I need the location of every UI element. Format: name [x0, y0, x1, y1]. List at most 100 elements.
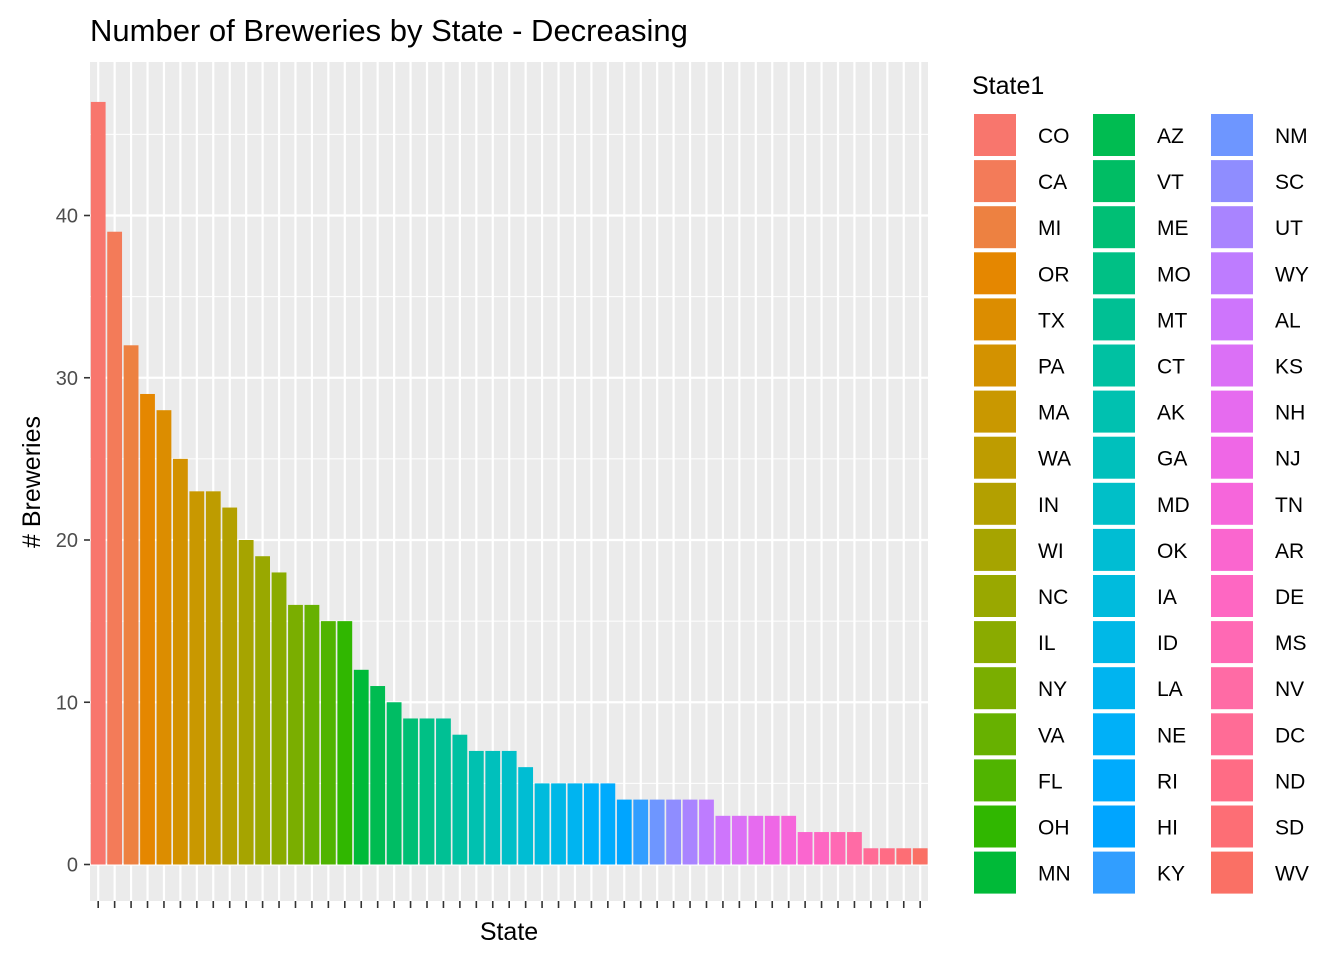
bar-co — [90, 101, 106, 865]
legend-key-ms — [1211, 621, 1253, 664]
bar-de — [814, 832, 829, 865]
legend-key-sd — [1211, 805, 1253, 848]
legend-key-la — [1093, 667, 1135, 710]
bar-ut — [682, 799, 698, 865]
legend-label-mo: MO — [1157, 263, 1191, 286]
legend-key-ks — [1211, 344, 1253, 387]
legend-key-nh — [1211, 390, 1253, 433]
bar-ne — [584, 783, 599, 865]
legend-label-va: VA — [1038, 724, 1064, 747]
legend-key-sc — [1211, 160, 1253, 203]
bar-or — [140, 393, 155, 865]
legend-key-pa — [974, 344, 1016, 387]
legend-label-wa: WA — [1038, 448, 1071, 471]
legend-key-wv — [1211, 851, 1253, 894]
legend-key-ky — [1093, 851, 1135, 894]
legend-key-ct — [1093, 344, 1135, 387]
bar-nj — [764, 815, 780, 865]
bar-il — [271, 572, 287, 865]
chart-title: Number of Breweries by State - Decreasin… — [90, 13, 688, 48]
legend-key-ak — [1093, 390, 1135, 433]
y-tick-label: 0 — [67, 855, 78, 877]
bar-az — [370, 686, 386, 865]
legend-key-mt — [1093, 298, 1135, 341]
y-axis-title: # Breweries — [18, 416, 46, 548]
bar-ct — [452, 734, 468, 865]
bar-sc — [666, 799, 681, 865]
legend-label-hi: HI — [1157, 817, 1178, 840]
bar-nh — [748, 815, 764, 865]
bar-id — [551, 783, 566, 865]
legend-label-nd: ND — [1275, 770, 1305, 793]
bar-ar — [797, 832, 813, 865]
legend-label-nm: NM — [1275, 125, 1308, 148]
x-axis-title: State — [480, 918, 538, 946]
legend-key-oh — [974, 805, 1016, 848]
legend-label-ga: GA — [1157, 448, 1187, 471]
legend-key-wi — [974, 528, 1016, 571]
legend-key-ny — [974, 667, 1016, 710]
legend-key-hi — [1093, 805, 1135, 848]
legend-key-vt — [1093, 160, 1135, 203]
legend-label-mi: MI — [1038, 217, 1061, 240]
legend-label-tx: TX — [1038, 309, 1065, 332]
y-tick-label: 40 — [56, 206, 78, 228]
bar-tx — [156, 410, 172, 865]
bar-nv — [847, 832, 862, 865]
legend-title: State1 — [972, 72, 1044, 100]
legend-key-al — [1211, 298, 1253, 341]
legend-key-fl — [974, 759, 1016, 802]
legend-key-in — [974, 482, 1016, 525]
legend-key-ri — [1093, 759, 1135, 802]
legend-label-ma: MA — [1038, 402, 1070, 425]
legend-key-ut — [1211, 206, 1253, 249]
legend-label-sd: SD — [1275, 817, 1304, 840]
bar-ri — [600, 783, 616, 865]
legend-key-me — [1093, 206, 1135, 249]
bar-pa — [173, 458, 188, 865]
legend-key-wa — [974, 436, 1016, 479]
legend-key-co — [974, 114, 1016, 156]
legend-label-nc: NC — [1038, 586, 1068, 609]
legend-key-ar — [1211, 528, 1253, 571]
bar-ga — [485, 750, 501, 865]
legend-label-or: OR — [1038, 263, 1070, 286]
y-tick-label: 20 — [56, 530, 78, 552]
bar-oh — [337, 621, 353, 865]
bar-ma — [189, 491, 205, 865]
bar-ok — [518, 767, 534, 865]
legend-key-wy — [1211, 252, 1253, 295]
bar-nm — [649, 799, 665, 865]
legend-label-ms: MS — [1275, 632, 1307, 655]
legend-key-nm — [1211, 114, 1253, 156]
legend-key-mn — [974, 851, 1016, 894]
legend-key-md — [1093, 482, 1135, 525]
bars — [90, 101, 928, 865]
y-tick-label: 10 — [56, 692, 78, 714]
legend-label-nh: NH — [1275, 402, 1305, 425]
legend-label-wi: WI — [1038, 540, 1064, 563]
bar-me — [403, 718, 418, 865]
legend-key-nc — [974, 575, 1016, 617]
legend-label-ar: AR — [1275, 540, 1304, 563]
bar-hi — [616, 799, 632, 865]
legend-label-mt: MT — [1157, 309, 1187, 332]
bar-vt — [386, 702, 402, 865]
legend-label-ks: KS — [1275, 356, 1303, 379]
bar-ks — [731, 815, 747, 865]
bar-ak — [468, 750, 484, 865]
legend-label-al: AL — [1275, 309, 1301, 332]
bar-la — [567, 783, 583, 865]
bar-wi — [238, 540, 254, 865]
legend-label-id: ID — [1157, 632, 1178, 655]
legend-key-nd — [1211, 759, 1253, 802]
bar-ia — [534, 783, 550, 865]
legend-label-ct: CT — [1157, 356, 1185, 379]
legend: CO CA MI OR TX PA MA WA IN WI NC IL NY VA FL OH MN AZ VT ME… — [974, 114, 1309, 894]
legend-label-ne: NE — [1157, 724, 1186, 747]
legend-label-ut: UT — [1275, 217, 1303, 240]
x-axis — [97, 901, 922, 908]
legend-key-az — [1093, 114, 1135, 156]
legend-key-de — [1211, 575, 1253, 617]
